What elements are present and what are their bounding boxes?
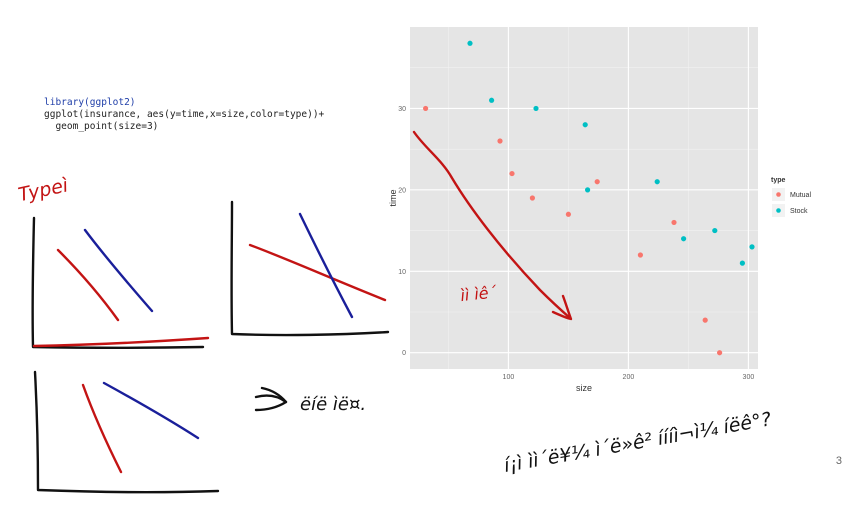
x-tick-label: 300 bbox=[743, 374, 755, 381]
point-mutual bbox=[702, 317, 708, 323]
legend-mark-mutual bbox=[776, 192, 781, 197]
point-mutual bbox=[423, 105, 429, 112]
scatter-chart: 100 200 300 0 10 20 30 size time type Mutual … bbox=[388, 27, 811, 393]
point-mutual bbox=[529, 195, 536, 201]
point-mutual bbox=[509, 170, 515, 177]
point-mutual bbox=[594, 179, 600, 185]
point-stock bbox=[489, 97, 495, 103]
point-stock bbox=[467, 40, 473, 46]
arrow-note: ìì ìê´ bbox=[459, 282, 498, 305]
point-mutual bbox=[497, 138, 503, 144]
y-axis-ticks: 0 10 20 30 bbox=[398, 106, 406, 357]
red-arrow-annotation bbox=[412, 130, 573, 321]
sketch-graph-3 bbox=[33, 370, 220, 494]
question-note: í¡ì ìì´ë¥¼ ì´ë»ê² íííì¬ì¼ íëê°? bbox=[502, 408, 773, 477]
point-mutual bbox=[637, 252, 644, 258]
code-line-2: ggplot(insurance, aes(y=time,x=size,colo… bbox=[44, 109, 325, 120]
sketch-graph-1 bbox=[31, 216, 210, 349]
y-tick-label: 0 bbox=[402, 350, 406, 357]
x-tick-label: 200 bbox=[623, 374, 635, 381]
x-axis-label: size bbox=[576, 383, 592, 393]
appear-note-text: ëíë ìë¤. bbox=[300, 394, 366, 415]
y-axis-label: time bbox=[388, 189, 398, 206]
point-mutual bbox=[717, 350, 723, 356]
code-line-3: geom_point(size=3) bbox=[44, 121, 159, 132]
y-tick-label: 10 bbox=[398, 269, 406, 276]
y-tick-label: 20 bbox=[398, 187, 406, 194]
point-stock bbox=[654, 179, 660, 185]
code-line-1: library(ggplot2) bbox=[44, 97, 136, 108]
legend: type Mutual Stock bbox=[771, 177, 811, 217]
sketch-graph-2 bbox=[230, 200, 390, 337]
slide-number: 3 bbox=[835, 455, 842, 467]
appear-note: ëíë ìë¤. bbox=[300, 394, 366, 415]
point-mutual bbox=[671, 219, 677, 226]
point-stock bbox=[582, 122, 588, 128]
typeby-note: Typeì bbox=[16, 174, 70, 206]
point-stock bbox=[739, 260, 746, 266]
point-mutual bbox=[565, 211, 572, 217]
point-stock bbox=[585, 187, 591, 193]
x-tick-label: 100 bbox=[503, 374, 515, 381]
legend-mark-stock bbox=[776, 208, 781, 213]
y-tick-label: 30 bbox=[398, 106, 406, 113]
point-stock bbox=[712, 227, 718, 234]
legend-label-stock: Stock bbox=[790, 208, 808, 215]
code-block: library(ggplot2) ggplot(insurance, aes(y… bbox=[44, 97, 324, 133]
legend-title: type bbox=[771, 177, 786, 184]
point-stock bbox=[681, 236, 687, 242]
x-axis-ticks: 100 200 300 bbox=[503, 374, 755, 381]
point-stock bbox=[533, 105, 539, 112]
legend-label-mutual: Mutual bbox=[790, 192, 811, 199]
grid-major bbox=[410, 27, 758, 369]
point-stock bbox=[749, 244, 755, 250]
data-points bbox=[423, 40, 755, 356]
right-arrow-sketch bbox=[254, 386, 288, 412]
